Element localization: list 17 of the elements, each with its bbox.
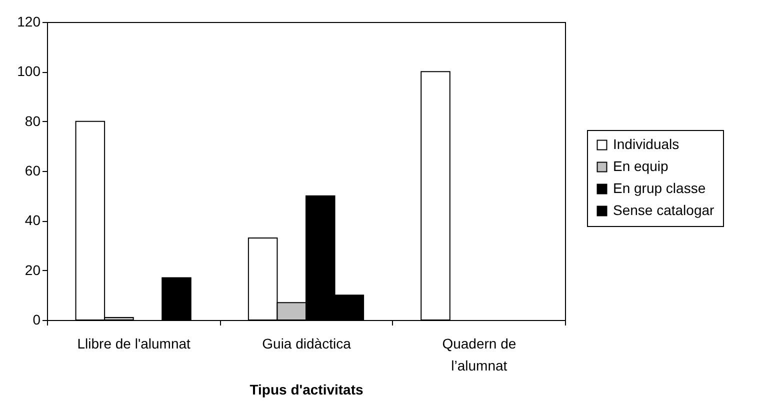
x-tick-label: Guia didàctica	[262, 336, 352, 352]
bar	[162, 277, 192, 320]
x-axis-title: Tipus d'activitats	[250, 382, 364, 398]
y-tick-label: 0	[32, 312, 41, 328]
y-tick-label: 120	[17, 14, 41, 30]
legend-label: Individuals	[613, 136, 680, 152]
y-tick-label: 80	[24, 112, 41, 129]
x-tick-label: Quadern de l’alumnat	[442, 336, 516, 374]
legend-label: En grup classe	[613, 180, 706, 196]
y-tick-label: 20	[24, 262, 41, 278]
y-tick-label: 100	[17, 63, 41, 80]
bar	[420, 71, 450, 320]
x-tick-label: Llibre de l'alumnat	[77, 336, 191, 352]
y-tick-label: 40	[24, 212, 41, 228]
y-tick-label: 60	[24, 162, 41, 178]
legend-label: Sense catalogar	[613, 202, 715, 218]
legend-label: En equip	[613, 158, 668, 174]
